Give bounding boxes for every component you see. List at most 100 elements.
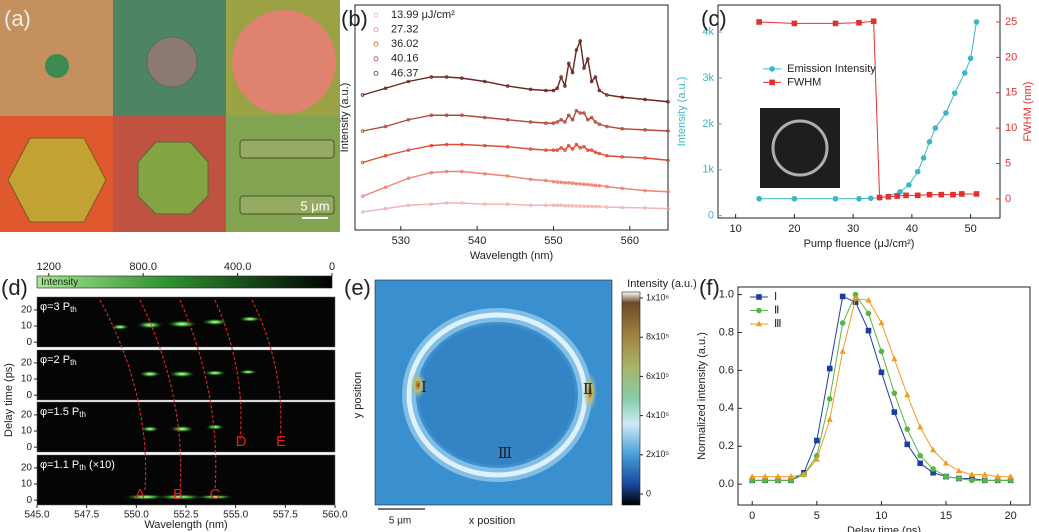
marker bbox=[897, 189, 903, 195]
marker bbox=[563, 120, 567, 124]
marker bbox=[555, 180, 560, 184]
marker bbox=[460, 76, 464, 80]
marker bbox=[460, 142, 464, 147]
marker bbox=[666, 158, 670, 163]
colorbar-tick-label: 400.0 bbox=[224, 261, 252, 273]
y-tick-label: 10 bbox=[21, 321, 33, 332]
marker bbox=[1007, 477, 1014, 484]
legend-label: Ⅱ bbox=[774, 304, 779, 316]
y-tick-label: 20 bbox=[21, 463, 33, 474]
y-tick-label: 0 bbox=[26, 495, 32, 506]
marker bbox=[826, 365, 833, 372]
x-tick-label: 555.0 bbox=[223, 510, 248, 521]
emission-spot bbox=[195, 494, 235, 500]
y2-tick-label: 25 bbox=[1005, 16, 1017, 28]
marker bbox=[774, 473, 782, 479]
marker bbox=[589, 204, 594, 209]
marker bbox=[852, 299, 859, 305]
y-tick-label: 0.0 bbox=[719, 478, 734, 490]
marker bbox=[813, 456, 820, 462]
panel-label-sub: th bbox=[70, 358, 77, 367]
plot-frame bbox=[354, 4, 669, 231]
x-axis-label: x position bbox=[469, 515, 515, 527]
marker bbox=[906, 182, 912, 188]
marker bbox=[605, 153, 609, 158]
emission-spot bbox=[201, 318, 229, 326]
marker bbox=[429, 202, 434, 206]
panel-label-main: φ=1.1 P bbox=[40, 459, 79, 471]
y2-tick-label: 10 bbox=[1005, 122, 1017, 134]
marker bbox=[878, 319, 885, 326]
y-axis-label: y position bbox=[352, 372, 364, 418]
legend-marker bbox=[373, 27, 379, 33]
marker bbox=[643, 156, 647, 160]
marker bbox=[578, 111, 583, 115]
marker bbox=[597, 151, 602, 156]
legend-label: 40.16 bbox=[391, 53, 419, 65]
marker bbox=[570, 117, 575, 122]
marker bbox=[563, 180, 567, 185]
y-tick-label: 0.6 bbox=[719, 364, 734, 376]
y-tick-label: 4k bbox=[702, 26, 714, 38]
marker bbox=[360, 93, 365, 97]
marker bbox=[917, 452, 923, 459]
marker bbox=[852, 295, 859, 301]
marker bbox=[460, 113, 464, 118]
marker bbox=[791, 20, 798, 27]
marker bbox=[555, 203, 560, 208]
x-tick-label: 545.0 bbox=[24, 510, 49, 521]
marker bbox=[620, 205, 624, 210]
marker bbox=[570, 204, 575, 208]
marker bbox=[383, 86, 388, 91]
legend-label: FWHM bbox=[787, 76, 821, 88]
x-tick-label: 20 bbox=[1004, 510, 1016, 522]
marker bbox=[574, 142, 579, 147]
marker bbox=[555, 148, 560, 152]
panel-label: φ=2 Pth bbox=[40, 354, 77, 367]
marker bbox=[981, 471, 988, 477]
marker bbox=[574, 181, 579, 186]
y-tick-label: 20 bbox=[21, 358, 33, 369]
emission-spot bbox=[140, 426, 160, 432]
x-axis-label: Pump fluence (μJ/cm²) bbox=[804, 238, 915, 250]
colorbar-tick-label: 2x10⁵ bbox=[646, 449, 670, 459]
marker bbox=[981, 477, 988, 484]
marker bbox=[578, 204, 583, 208]
emission-spot bbox=[166, 320, 198, 328]
marker bbox=[832, 20, 839, 27]
emission-spot bbox=[136, 321, 164, 329]
marker bbox=[955, 467, 963, 474]
emission-spot bbox=[203, 370, 227, 376]
marker bbox=[444, 142, 449, 147]
marker bbox=[582, 182, 586, 187]
marker bbox=[867, 195, 874, 202]
marker bbox=[973, 191, 980, 197]
x-axis-label: Wavelength (nm) bbox=[144, 519, 227, 531]
scale-bar-label: 5 μm bbox=[389, 516, 411, 527]
colorbar-tick-label: 8x10⁵ bbox=[646, 332, 670, 342]
y-axis-label: Normalized intensity (a.u.) bbox=[696, 332, 708, 460]
marker bbox=[586, 117, 590, 122]
y2-tick-label: 0 bbox=[1005, 193, 1011, 205]
x-tick-label: 10 bbox=[875, 510, 887, 522]
marker bbox=[839, 348, 846, 354]
marker bbox=[885, 193, 892, 200]
x-tick-label: 552.5 bbox=[173, 510, 198, 521]
marker bbox=[544, 148, 548, 152]
marker bbox=[570, 181, 575, 186]
marker bbox=[429, 75, 434, 79]
marker bbox=[961, 70, 968, 76]
marker bbox=[593, 204, 598, 209]
marker bbox=[505, 174, 510, 178]
marker bbox=[505, 84, 510, 88]
marker bbox=[406, 148, 411, 152]
marker bbox=[942, 459, 950, 466]
colorbar-label: Intensity bbox=[41, 277, 78, 288]
legend-marker bbox=[373, 71, 379, 76]
emission-spot bbox=[138, 370, 162, 378]
series-line bbox=[759, 21, 977, 200]
colorbar-label: Intensity (a.u.) bbox=[627, 278, 697, 290]
marker bbox=[559, 75, 563, 79]
colorbar-tick-label: 1x10⁶ bbox=[646, 292, 670, 302]
marker bbox=[555, 86, 560, 91]
